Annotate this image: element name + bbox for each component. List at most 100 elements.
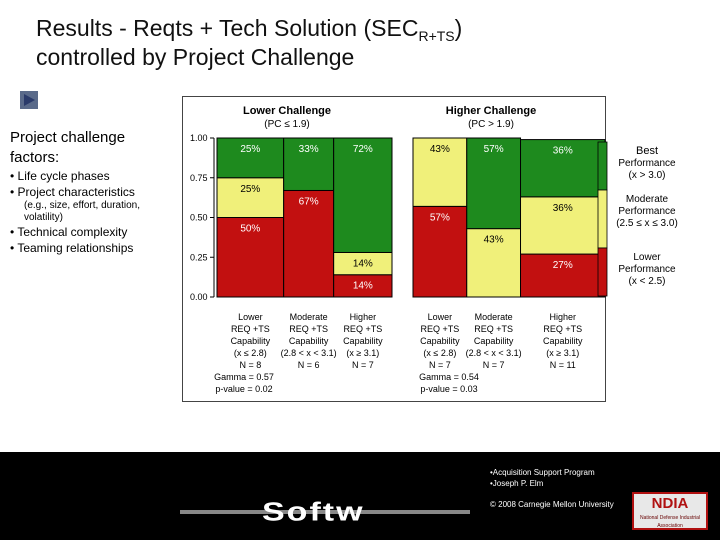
category-label: Moderate — [290, 312, 328, 322]
legend-swatch-best — [597, 141, 608, 191]
legend-label-best: Performance — [618, 158, 676, 169]
footer-copyright: © 2008 Carnegie Mellon University — [490, 500, 614, 509]
pvalue-label: p-value = 0.02 — [215, 384, 272, 394]
logo-text: NDIA — [651, 495, 689, 512]
bar-segment-best — [466, 137, 522, 230]
category-label: N = 11 — [550, 360, 576, 370]
legend-label-moderate: (2.5 ≤ x ≤ 3.0) — [616, 218, 678, 229]
bar-label-best: 72% — [353, 144, 373, 155]
footer-line1: •Acquisition Support Program — [490, 468, 595, 477]
category-label: (x ≤ 2.8) — [423, 348, 456, 358]
factor-item-detail: (e.g., size, effort, duration, — [24, 200, 140, 211]
group-header: Higher Challenge — [446, 105, 536, 117]
factor-item: • Technical complexity — [10, 225, 128, 239]
bar-label-best: 33% — [299, 144, 319, 155]
factor-item-detail: volatility) — [24, 212, 63, 223]
footer-line2: •Joseph P. Elm — [490, 479, 544, 488]
category-label: N = 6 — [298, 360, 320, 370]
category-label: (2.8 < x < 3.1) — [281, 348, 337, 358]
factors-list: • Life cycle phases • Project characteri… — [10, 168, 140, 256]
brand-wordmark: Softw — [262, 498, 365, 527]
group-subheader: (PC ≤ 1.9) — [264, 119, 310, 130]
bar-label-moderate: 43% — [430, 144, 450, 155]
bar-segment-lower — [412, 205, 468, 298]
group-header: Lower Challenge — [243, 105, 331, 117]
factors-heading: Project challenge factors: — [10, 128, 125, 168]
category-label: N = 7 — [483, 360, 505, 370]
group-subheader: (PC > 1.9) — [468, 119, 514, 130]
bar-label-moderate: 36% — [553, 203, 573, 214]
y-tick-label: 1.00 — [190, 133, 208, 143]
bar-segment-moderate — [520, 196, 606, 255]
category-label: REQ +TS — [289, 324, 328, 334]
play-icon[interactable] — [20, 91, 38, 109]
bar-segment-moderate — [412, 137, 468, 207]
category-label: N = 7 — [352, 360, 374, 370]
category-label: REQ +TS — [231, 324, 270, 334]
title-line1-pre: Results - Reqts + Tech Solution (SEC — [36, 15, 419, 41]
bar-label-lower: 67% — [299, 196, 319, 207]
bar-label-best: 57% — [484, 144, 504, 155]
y-tick-label: 0.75 — [190, 173, 208, 183]
title-line1-post: ) — [454, 15, 463, 41]
legend-swatch-lower — [597, 247, 608, 297]
category-label: REQ +TS — [420, 324, 459, 334]
legend-label-lower: (x < 2.5) — [629, 276, 666, 287]
category-label: N = 7 — [429, 360, 451, 370]
category-label: Capability — [231, 336, 271, 346]
bar-label-best: 25% — [240, 144, 260, 155]
brand-underline — [180, 510, 470, 514]
title-subscript: R+TS — [418, 28, 455, 44]
logo-subtext: National Defense Industrial Association — [639, 515, 701, 529]
category-label: (x ≥ 3.1) — [546, 348, 579, 358]
factor-item: • Life cycle phases — [10, 169, 110, 183]
bar-segment-lower — [216, 217, 285, 298]
legend-label-lower: Lower — [633, 252, 661, 263]
bar-label-best: 36% — [553, 146, 573, 157]
legend-swatch-moderate — [597, 189, 608, 249]
legend-label-best: Best — [636, 145, 658, 157]
factor-item: • Project characteristics — [10, 185, 135, 199]
bar-label-moderate: 14% — [353, 258, 373, 269]
legend-label-moderate: Moderate — [626, 194, 669, 205]
ndia-logo: NDIA National Defense Industrial Associa… — [632, 492, 708, 530]
factors-heading-line1: Project challenge — [10, 129, 126, 146]
bar-label-lower: 50% — [240, 224, 260, 235]
page-title: Results - Reqts + Tech Solution (SECR+TS… — [36, 14, 462, 72]
y-tick-label: 0.50 — [190, 213, 208, 223]
category-label: Lower — [238, 312, 263, 322]
category-label: (x ≤ 2.8) — [234, 348, 267, 358]
factors-heading-line2: factors: — [10, 149, 60, 166]
bar-label-lower: 27% — [553, 260, 573, 271]
bar-label-lower: 57% — [430, 212, 450, 223]
category-label: (2.8 < x < 3.1) — [466, 348, 522, 358]
category-label: REQ +TS — [343, 324, 382, 334]
bar-segment-lower — [283, 189, 335, 298]
footer-bar — [0, 452, 720, 540]
category-label: Capability — [343, 336, 383, 346]
category-label: Capability — [474, 336, 514, 346]
category-label: Higher — [350, 312, 377, 322]
factor-item: • Teaming relationships — [10, 241, 134, 255]
category-label: N = 8 — [239, 360, 261, 370]
category-label: REQ +TS — [474, 324, 513, 334]
bar-label-moderate: 25% — [240, 184, 260, 195]
bar-segment-moderate — [216, 177, 285, 218]
category-label: Moderate — [475, 312, 513, 322]
bar-label-lower: 14% — [353, 281, 373, 292]
legend-label-best: (x > 3.0) — [629, 170, 666, 181]
pvalue-label: p-value = 0.03 — [420, 384, 477, 394]
category-label: REQ +TS — [543, 324, 582, 334]
y-tick-label: 0.00 — [190, 292, 208, 302]
bar-segment-best — [333, 137, 393, 253]
title-line2: controlled by Project Challenge — [36, 44, 355, 70]
bar-segment-best — [283, 137, 335, 191]
legend-label-lower: Performance — [618, 264, 676, 275]
category-label: Capability — [289, 336, 329, 346]
category-label: Capability — [543, 336, 583, 346]
y-tick-label: 0.25 — [190, 252, 208, 262]
gamma-label: Gamma = 0.54 — [419, 372, 479, 382]
legend-label-moderate: Performance — [618, 206, 676, 217]
bar-label-moderate: 43% — [484, 235, 504, 246]
